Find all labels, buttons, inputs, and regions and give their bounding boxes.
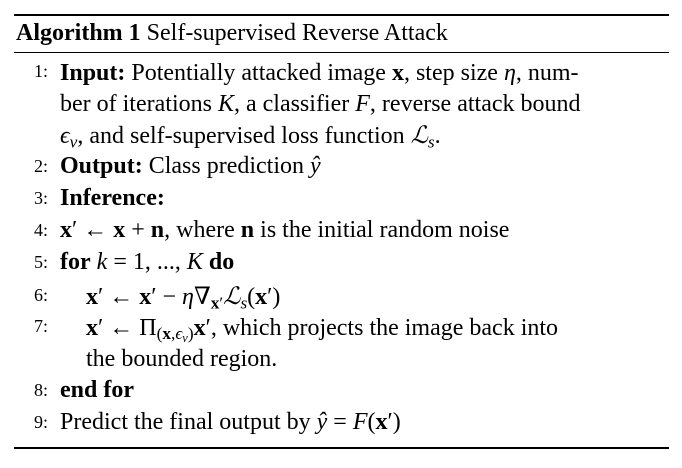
line-number: 8: [33, 380, 48, 400]
step-text: x′ ← x + n, where n is the initial rando… [60, 217, 510, 243]
algorithm-label: Algorithm 1 [16, 20, 141, 46]
algorithm-name: Self-supervised Reverse Attack [146, 20, 448, 46]
bottom-rule [14, 447, 669, 449]
step-text: end for [60, 377, 134, 404]
line-number: 4: [33, 220, 48, 240]
keyword: end for [60, 377, 134, 403]
keyword: do [208, 249, 235, 275]
top-rule [14, 14, 669, 16]
step-text: x′ ← x′ − η∇x′ℒs(x′) [86, 282, 281, 313]
algorithm-title: Algorithm 1 Self-supervised Reverse Atta… [16, 17, 448, 49]
title-rule [14, 52, 669, 53]
line-number: 6: [33, 285, 48, 305]
keyword: for [60, 249, 91, 275]
step-text: Inference: [60, 185, 165, 212]
keyword: Input: [60, 60, 126, 86]
step-text: for k = 1, ..., K do [60, 249, 235, 275]
keyword: Output: [60, 153, 143, 179]
line-number: 1: [33, 61, 48, 81]
line-number: 2: [33, 156, 48, 176]
line-number: 3: [33, 188, 48, 208]
step-text: Input: Potentially attacked image x, ste… [60, 60, 581, 152]
step-text: Output: Class prediction ŷ [60, 153, 321, 179]
line-number: 5: [33, 252, 48, 272]
step-text: Predict the final output by ŷ = F(x′) [60, 409, 401, 435]
step-text: x′ ← Π(x,ϵv)x′, which projects the image… [86, 315, 559, 372]
keyword: Inference: [60, 185, 165, 211]
line-number: 9: [33, 412, 48, 432]
line-number: 7: [33, 316, 48, 336]
